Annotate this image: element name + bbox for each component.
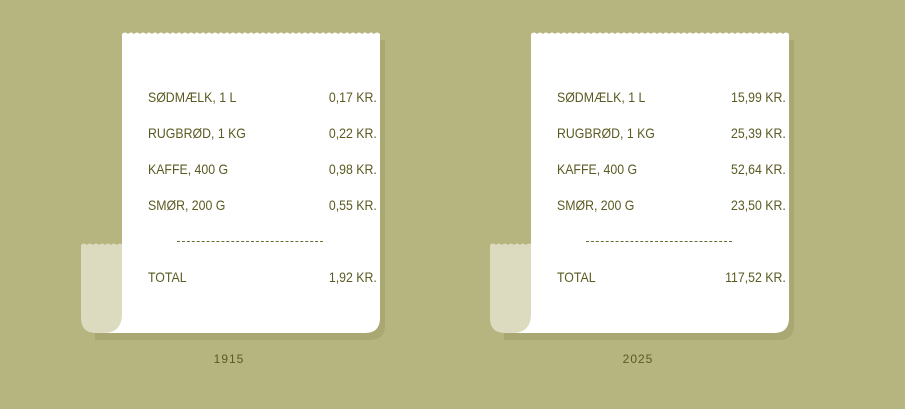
receipt-item: SMØR, 200 G 23,50 KR.: [557, 195, 786, 215]
total-label: TOTAL: [148, 269, 187, 285]
receipt-item: SMØR, 200 G 0,55 KR.: [148, 195, 377, 215]
year-label: 2025: [622, 352, 654, 366]
item-price: 0,17 KR.: [328, 89, 377, 105]
item-label: RUGBRØD, 1 KG: [557, 125, 655, 141]
receipt-item: SØDMÆLK, 1 L 15,99 KR.: [557, 87, 786, 107]
total-label: TOTAL: [557, 269, 596, 285]
item-label: RUGBRØD, 1 KG: [148, 125, 246, 141]
item-label: KAFFE, 400 G: [148, 161, 229, 177]
item-price: 0,22 KR.: [328, 125, 377, 141]
divider: [177, 241, 323, 242]
item-label: SMØR, 200 G: [148, 197, 226, 213]
total-price: 117,52 KR.: [725, 269, 786, 285]
receipt-paper: [512, 32, 789, 333]
item-label: SØDMÆLK, 1 L: [557, 89, 646, 105]
receipt-curl: [81, 243, 123, 333]
item-price: 25,39 KR.: [731, 125, 786, 141]
divider: [586, 241, 732, 242]
receipt-item: RUGBRØD, 1 KG 0,22 KR.: [148, 123, 377, 143]
receipt-item: SØDMÆLK, 1 L 0,17 KR.: [148, 87, 377, 107]
receipt-1915: SØDMÆLK, 1 L 0,17 KR. RUGBRØD, 1 KG 0,22…: [75, 0, 395, 409]
item-price: 0,55 KR.: [328, 197, 377, 213]
receipt-graphic: [81, 32, 385, 340]
item-label: KAFFE, 400 G: [557, 161, 638, 177]
item-label: SØDMÆLK, 1 L: [148, 89, 237, 105]
receipt-item: RUGBRØD, 1 KG 25,39 KR.: [557, 123, 786, 143]
item-price: 15,99 KR.: [731, 89, 786, 105]
year-label: 1915: [213, 352, 245, 366]
total-price: 1,92 KR.: [328, 269, 377, 285]
item-label: SMØR, 200 G: [557, 197, 635, 213]
receipt-2025: SØDMÆLK, 1 L 15,99 KR. RUGBRØD, 1 KG 25,…: [484, 0, 804, 409]
receipt-item: KAFFE, 400 G 0,98 KR.: [148, 159, 377, 179]
receipt-curl: [490, 243, 532, 333]
receipt-paper: [103, 32, 380, 333]
receipt-total: TOTAL 117,52 KR.: [557, 267, 786, 287]
item-price: 23,50 KR.: [731, 197, 786, 213]
receipt-graphic: [490, 32, 794, 340]
item-price: 52,64 KR.: [731, 161, 786, 177]
receipt-total: TOTAL 1,92 KR.: [148, 267, 377, 287]
item-price: 0,98 KR.: [328, 161, 377, 177]
receipt-item: KAFFE, 400 G 52,64 KR.: [557, 159, 786, 179]
